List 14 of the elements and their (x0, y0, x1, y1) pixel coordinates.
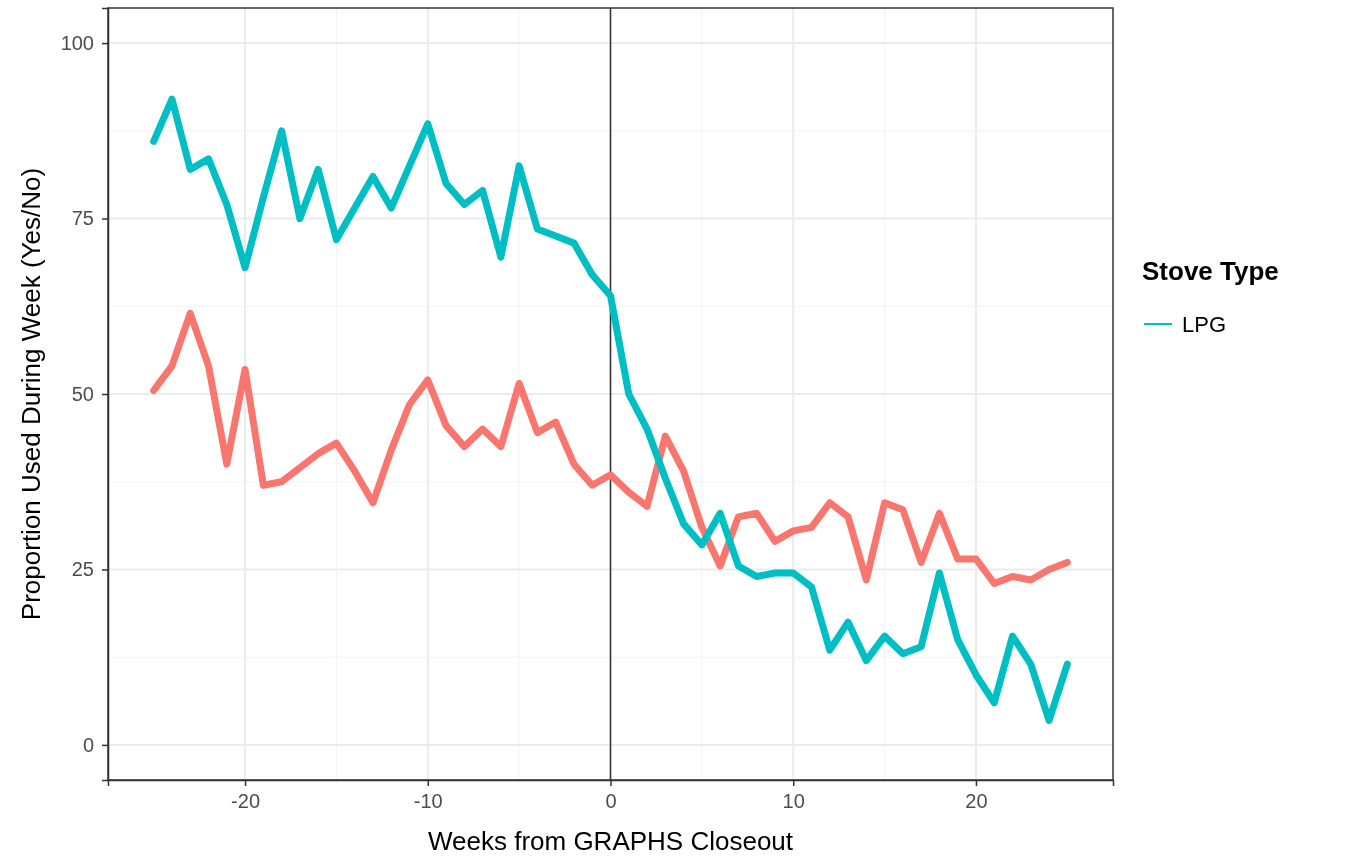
y-axis-title: Proportion Used During Week (Yes/No) (16, 167, 46, 621)
x-tick-label: -10 (413, 790, 443, 813)
x-tick-label: -20 (231, 790, 260, 813)
x-tick-label: 20 (965, 790, 988, 813)
y-tick-label: 25 (71, 558, 94, 581)
x-tick-label: 0 (605, 790, 617, 813)
legend-label: LPG (1182, 312, 1227, 337)
legend-title: Stove Type (1142, 256, 1279, 286)
y-tick-label: 75 (71, 207, 94, 230)
y-tick-label: 100 (60, 31, 94, 54)
y-tick-label: 0 (82, 733, 94, 756)
y-tick-label: 50 (71, 382, 94, 405)
x-axis-title: Weeks from GRAPHS Closeout (427, 826, 794, 856)
x-tick-label: 10 (782, 790, 805, 813)
